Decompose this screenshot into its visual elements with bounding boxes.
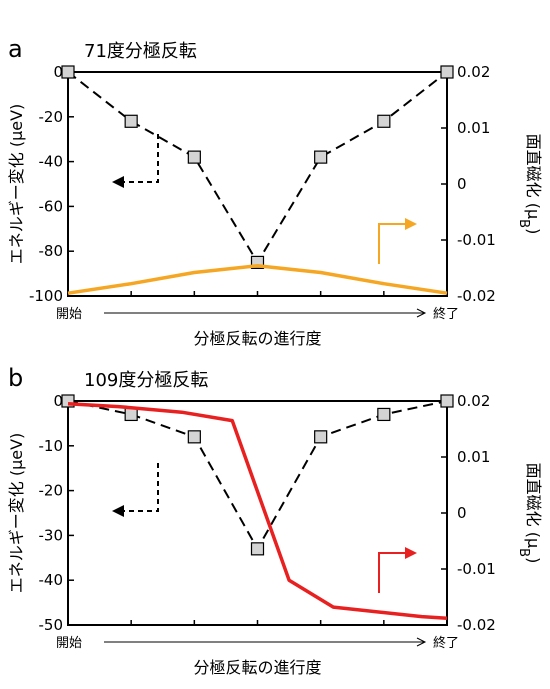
left-axis-label: エネルギー変化 (μeV) — [7, 433, 26, 594]
x-end-label: 終了 — [433, 306, 459, 322]
series-line-energy — [67, 400, 448, 551]
right-tick-label: 0.01 — [457, 119, 490, 137]
right-axis-label-sub: B — [517, 548, 532, 557]
right-tick-label: -0.02 — [457, 287, 496, 305]
right-axis-label-close: ) — [524, 228, 543, 234]
left-tick-label: -40 — [39, 571, 64, 589]
x-end-label: 終了 — [433, 635, 459, 651]
data-point-square — [187, 150, 201, 164]
right-tick-label: 0.01 — [457, 448, 490, 466]
right-tick-label: 0.02 — [457, 392, 490, 410]
right-axis-label: 面直磁化 (μB) — [517, 463, 544, 564]
right-tick-label: -0.01 — [457, 560, 496, 578]
data-point-square — [250, 542, 265, 556]
left-tick-label: -20 — [39, 108, 64, 126]
right-axis-label: 面直磁化 (μB) — [517, 134, 544, 235]
left-axis-indicator-arrow — [122, 134, 159, 183]
x-axis-label: 分極反転の進行度 — [193, 329, 321, 348]
x-start-label: 開始 — [56, 636, 82, 651]
left-tick-label: -80 — [39, 242, 64, 260]
chart-panel-b: b 109度分極反転 0 -10 -20 -30 -40 -50 0.02 0.01 0 -0.01 -… — [7, 364, 543, 677]
chart-title: 109度分極反転 — [84, 370, 208, 391]
right-tick-label: 0 — [457, 175, 467, 193]
right-axis-label-main: 面直磁化 (μ — [524, 134, 543, 220]
data-point-square — [440, 65, 454, 79]
panel-letter: b — [8, 364, 23, 392]
right-axis-indicator-arrowhead — [405, 218, 417, 230]
data-point-square — [61, 65, 75, 79]
data-point-square — [377, 114, 391, 128]
chart-title: 71度分極反転 — [84, 41, 197, 62]
left-axis-indicator-arrow — [122, 463, 159, 512]
data-point-square — [440, 394, 454, 408]
progress-arrow-head — [416, 308, 427, 318]
plot-frame — [67, 400, 448, 626]
left-tick-label: -100 — [29, 287, 63, 305]
right-axis-label-sub: B — [517, 219, 532, 228]
series-line-energy — [67, 71, 448, 265]
series-line-magnetization — [67, 402, 448, 621]
data-point-square — [314, 430, 328, 444]
left-tick-label: -50 — [39, 616, 64, 634]
right-axis-indicator-arrowhead — [405, 547, 417, 559]
left-tick-label: -40 — [39, 153, 64, 171]
left-axis-label: エネルギー変化 (μeV) — [7, 104, 26, 265]
right-tick-label: 0.02 — [457, 63, 490, 81]
chart-panel-a: a 71度分極反転 0 -20 -40 -60 -80 -100 0.02 0.01 0 -0.01 -… — [7, 35, 543, 348]
left-tick-label: -20 — [39, 482, 64, 500]
data-point-square — [377, 407, 391, 422]
series-line-magnetization — [67, 264, 448, 295]
right-axis-label-main: 面直磁化 (μ — [524, 463, 543, 549]
left-axis-indicator-arrowhead — [112, 505, 124, 517]
panel-letter: a — [8, 35, 23, 63]
x-start-label: 開始 — [56, 307, 82, 322]
left-axis-indicator-arrowhead — [112, 176, 124, 188]
left-tick-label: -30 — [39, 526, 64, 544]
data-point-square — [124, 114, 138, 128]
data-point-square — [124, 407, 138, 422]
right-tick-label: -0.02 — [457, 616, 496, 634]
right-tick-label: -0.01 — [457, 231, 496, 249]
left-tick-label: 0 — [53, 392, 63, 410]
left-tick-label: -60 — [39, 197, 64, 215]
right-axis-indicator-arrow — [378, 223, 407, 264]
right-tick-label: 0 — [457, 504, 467, 522]
data-point-square — [314, 150, 328, 164]
right-axis-label-close: ) — [524, 557, 543, 563]
data-point-square — [187, 430, 201, 444]
right-axis-indicator-arrow — [378, 552, 407, 593]
left-tick-label: -10 — [39, 437, 64, 455]
progress-arrow-head — [416, 637, 427, 647]
left-tick-label: 0 — [53, 63, 63, 81]
x-axis-label: 分極反転の進行度 — [193, 658, 321, 677]
